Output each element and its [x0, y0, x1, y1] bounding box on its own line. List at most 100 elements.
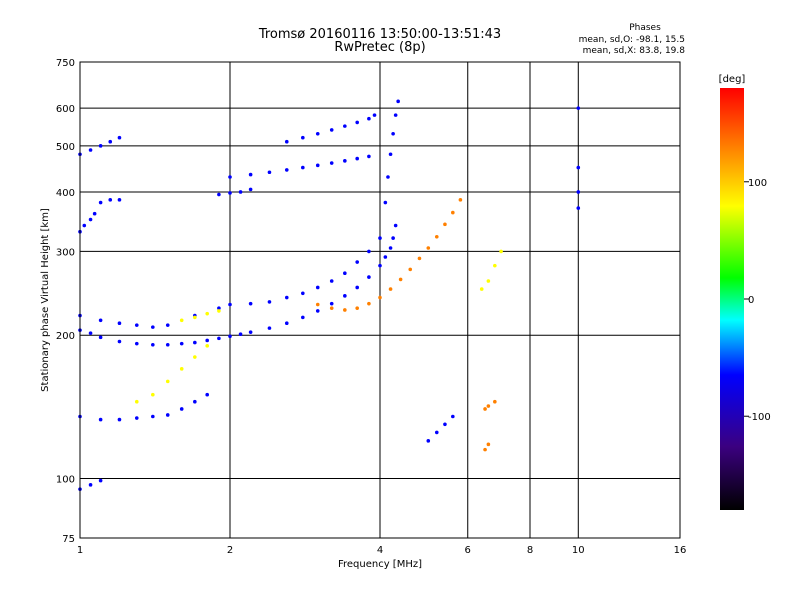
chart-title: Tromsø 20160116 13:50:00-13:51:43	[258, 27, 501, 42]
echo-point	[426, 439, 431, 443]
echo-point	[483, 407, 487, 411]
echo-point	[301, 135, 305, 140]
echo-point	[248, 330, 253, 334]
y-tick-label: 200	[56, 331, 75, 342]
colorbar-ticks: 100 0 -100	[744, 178, 771, 423]
y-tick-label: 400	[56, 188, 75, 199]
echo-point	[217, 306, 221, 310]
echo-point	[417, 256, 422, 261]
echo-point	[117, 321, 122, 325]
y-tick-label: 75	[62, 534, 75, 545]
echo-point	[398, 277, 403, 282]
echo-point	[355, 306, 359, 310]
echo-point	[98, 417, 103, 422]
echo-point	[329, 279, 334, 283]
echo-point	[343, 308, 347, 312]
echo-point	[134, 323, 139, 327]
echo-point	[165, 379, 170, 384]
echo-point	[378, 295, 382, 300]
echo-point	[486, 442, 491, 447]
echo-point	[248, 187, 253, 192]
echo-point	[378, 236, 382, 240]
x-tick-label: 16	[674, 545, 687, 556]
echo-point	[576, 106, 581, 110]
echo-point	[396, 99, 400, 104]
data-points	[78, 99, 581, 491]
echo-point	[458, 198, 463, 202]
echo-point	[179, 318, 184, 323]
echo-point	[451, 414, 455, 419]
echo-point	[117, 198, 122, 202]
echo-point	[98, 200, 103, 205]
echo-point	[238, 190, 243, 194]
echo-point	[205, 338, 209, 343]
echo-point	[315, 131, 320, 136]
echo-point	[248, 172, 253, 177]
echo-point	[355, 156, 359, 161]
echo-point	[165, 413, 170, 417]
echo-point	[88, 217, 93, 222]
echo-point	[408, 267, 413, 272]
echo-point	[108, 198, 113, 202]
colorbar-tick-label: 0	[748, 295, 754, 306]
colorbar-label: [deg]	[719, 74, 746, 85]
echo-point	[284, 168, 289, 172]
echo-point	[479, 287, 484, 291]
echo-point	[98, 318, 103, 323]
echo-point	[179, 367, 184, 371]
y-tick-label: 750	[56, 58, 75, 69]
echo-point	[193, 355, 197, 359]
x-tick-label: 4	[377, 545, 383, 556]
echo-point	[355, 260, 359, 264]
echo-point	[217, 192, 221, 197]
echo-point	[388, 246, 393, 250]
echo-point	[393, 223, 398, 228]
echo-point	[179, 407, 184, 411]
echo-point	[486, 404, 491, 408]
phases-title: Phases	[629, 23, 661, 33]
echo-point	[267, 326, 272, 330]
echo-point	[284, 321, 289, 325]
echo-point	[391, 131, 395, 136]
axis-ticks: 1 2 4 6 8 10 16 750 600 500 400 300 200 100 75	[56, 58, 686, 556]
echo-point	[486, 279, 491, 283]
x-axis-label: Frequency [MHz]	[338, 559, 422, 570]
echo-point	[443, 422, 447, 427]
echo-point	[315, 302, 320, 307]
echo-point	[426, 246, 431, 250]
y-axis-label: Stationary phase Virtual Height [km]	[40, 208, 51, 392]
colorbar	[720, 88, 744, 510]
echo-point	[82, 223, 87, 228]
echo-point	[301, 165, 305, 170]
y-tick-label: 500	[56, 142, 75, 153]
echo-point	[383, 255, 388, 259]
x-tick-label: 1	[77, 545, 83, 556]
echo-point	[117, 339, 122, 344]
echo-point	[576, 190, 581, 194]
echo-point	[98, 478, 103, 483]
echo-point	[228, 334, 232, 339]
echo-point	[343, 294, 347, 298]
echo-point	[217, 336, 221, 341]
echo-point	[576, 206, 581, 210]
echo-point	[193, 399, 197, 404]
phases-o-stats: mean, sd,O: -98.1, 15.5	[579, 35, 685, 45]
echo-point	[284, 295, 289, 300]
x-tick-label: 8	[527, 545, 533, 556]
echo-point	[134, 416, 139, 420]
echo-point	[88, 331, 93, 335]
colorbar-tick-label: -100	[748, 412, 771, 423]
echo-point	[134, 341, 139, 346]
echo-point	[367, 275, 371, 279]
echo-point	[329, 128, 334, 132]
phases-x-stats: mean, sd,X: 83.8, 19.8	[583, 46, 686, 56]
echo-point	[388, 287, 393, 291]
echo-point	[301, 315, 305, 320]
echo-point	[329, 306, 334, 310]
colorbar-tick-label: 100	[748, 178, 767, 189]
echo-point	[301, 291, 305, 296]
y-tick-label: 600	[56, 104, 75, 115]
echo-point	[329, 301, 334, 306]
echo-point	[117, 417, 122, 422]
